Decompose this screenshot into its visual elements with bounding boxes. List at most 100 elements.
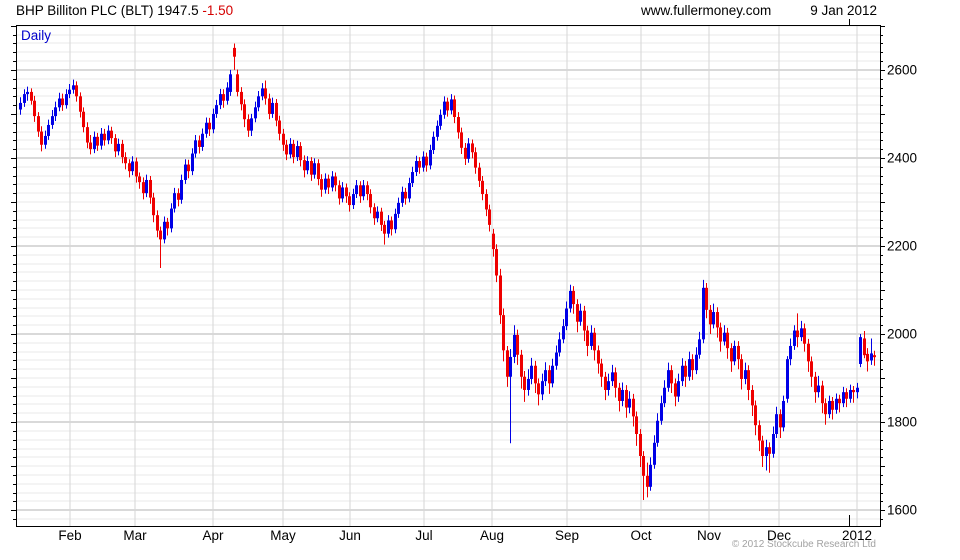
candle-down xyxy=(114,138,117,152)
candle-up xyxy=(772,433,775,454)
candle-down xyxy=(726,332,729,349)
candle-down xyxy=(383,224,386,234)
candle-down xyxy=(838,398,841,404)
candle-down xyxy=(845,392,848,399)
candle-down xyxy=(247,119,250,131)
candle-up xyxy=(201,133,204,147)
candle-down xyxy=(814,376,817,393)
candle-down xyxy=(40,131,43,145)
candle-up xyxy=(562,326,565,340)
candle-down xyxy=(758,425,761,441)
candle-up xyxy=(205,122,208,134)
candle-down xyxy=(618,387,621,401)
candle-up xyxy=(26,91,29,95)
candle-up xyxy=(698,339,701,355)
candle-down xyxy=(586,330,589,346)
candle-down xyxy=(460,132,463,148)
candle-up xyxy=(250,118,253,131)
y-axis-ticks xyxy=(11,26,885,520)
candle-down xyxy=(142,182,145,194)
candle-down xyxy=(345,187,348,197)
candle-up xyxy=(93,136,96,150)
candle-up xyxy=(261,88,264,97)
candle-down xyxy=(492,233,495,250)
x-axis-label: May xyxy=(270,528,296,543)
candles-layer xyxy=(19,43,876,501)
candle-down xyxy=(761,440,764,457)
candle-down xyxy=(593,332,596,351)
candle-up xyxy=(733,345,736,362)
candle-up xyxy=(411,172,414,184)
candle-down xyxy=(380,211,383,225)
candle-down xyxy=(79,96,82,112)
candle-down xyxy=(821,385,824,404)
candle-up xyxy=(660,403,663,421)
candle-down xyxy=(327,178,330,188)
candle-down xyxy=(320,179,323,190)
candle-down xyxy=(310,161,313,175)
candle-down xyxy=(37,116,40,132)
candle-up xyxy=(23,94,26,103)
candle-down xyxy=(33,100,36,117)
candle-down xyxy=(121,143,124,158)
candle-up xyxy=(173,193,176,209)
candle-up xyxy=(579,310,582,322)
candle-up xyxy=(835,398,838,410)
candle-down xyxy=(873,355,876,358)
candle-up xyxy=(394,213,397,230)
candle-down xyxy=(390,220,393,230)
candle-down xyxy=(338,185,341,199)
candle-down xyxy=(646,475,649,487)
candle-up xyxy=(432,136,435,151)
candle-up xyxy=(131,161,134,172)
candle-down xyxy=(166,221,169,229)
candle-up xyxy=(765,447,768,457)
instrument-title: BHP Billiton PLC (BLT) 1947.5 xyxy=(16,3,199,18)
candle-up xyxy=(828,400,831,415)
candle-up xyxy=(257,96,260,108)
candle-down xyxy=(233,47,236,57)
candle-up xyxy=(163,221,166,240)
candle-down xyxy=(96,136,99,146)
website-link[interactable]: www.fullermoney.com xyxy=(641,3,772,18)
candle-up xyxy=(145,179,148,194)
candle-down xyxy=(810,361,813,377)
candle-up xyxy=(331,176,334,188)
y-axis-labels: 2600 2400 2200 2000 1800 1600 xyxy=(887,62,917,517)
x-axis-label: Nov xyxy=(697,528,721,543)
candle-down xyxy=(149,179,152,198)
candle-up xyxy=(789,345,792,360)
candle-down xyxy=(177,193,180,200)
candle-up xyxy=(544,370,547,382)
candle-down xyxy=(730,348,733,362)
candle-up xyxy=(117,143,120,152)
candle-up xyxy=(215,105,218,114)
y-axis-label: 2600 xyxy=(887,62,917,77)
candle-up xyxy=(744,370,747,379)
candle-up xyxy=(509,356,512,377)
plot-border xyxy=(16,25,881,527)
candle-down xyxy=(863,338,866,356)
candle-down xyxy=(135,161,138,177)
candle-up xyxy=(408,183,411,199)
candle-down xyxy=(635,416,638,434)
candle-down xyxy=(537,383,540,395)
candle-up xyxy=(817,385,820,393)
candle-down xyxy=(523,376,526,390)
candle-down xyxy=(807,343,810,362)
candle-down xyxy=(75,85,78,97)
candle-up xyxy=(775,414,778,434)
candle-down xyxy=(674,383,677,397)
candle-up xyxy=(362,185,365,197)
candle-up xyxy=(376,211,379,219)
candle-down xyxy=(600,363,603,377)
candle-down xyxy=(485,194,488,210)
candle-up xyxy=(842,392,845,404)
candle-down xyxy=(474,152,477,168)
candle-up xyxy=(656,420,659,443)
x-axis-label: Sep xyxy=(555,528,579,543)
candle-down xyxy=(268,98,271,114)
candle-up xyxy=(439,114,442,126)
candle-up xyxy=(702,287,705,340)
